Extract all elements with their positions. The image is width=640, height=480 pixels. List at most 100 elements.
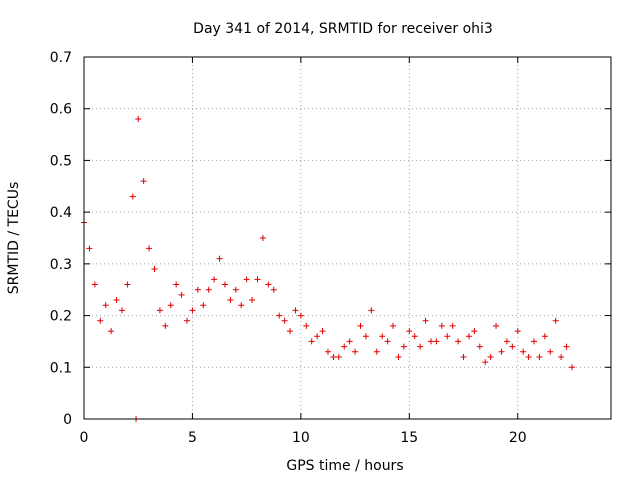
- data-point: [531, 338, 538, 345]
- data-point: [118, 307, 125, 314]
- y-tick-label: 0.6: [50, 102, 72, 118]
- data-point: [449, 322, 456, 329]
- data-point: [373, 348, 380, 355]
- y-tick-label: 0.5: [50, 153, 72, 169]
- data-point: [503, 338, 510, 345]
- data-point: [254, 276, 261, 283]
- y-axis-label: SRMTID / TECUs: [6, 182, 22, 295]
- data-point: [509, 343, 516, 350]
- data-point: [330, 353, 337, 360]
- data-point: [211, 276, 218, 283]
- data-point: [498, 348, 505, 355]
- data-point: [319, 328, 326, 335]
- x-tick-label: 10: [292, 430, 310, 446]
- data-point: [151, 266, 158, 273]
- data-point: [200, 302, 207, 309]
- data-point: [173, 281, 180, 288]
- data-point: [552, 317, 559, 324]
- data-point: [493, 322, 500, 329]
- data-point: [514, 328, 521, 335]
- data-point: [140, 178, 147, 185]
- data-point: [357, 322, 364, 329]
- y-tick-label: 0: [63, 412, 72, 428]
- data-point: [368, 307, 375, 314]
- data-point: [108, 328, 115, 335]
- data-point: [162, 322, 169, 329]
- data-point: [536, 353, 543, 360]
- data-point: [362, 333, 369, 340]
- x-tick-label: 0: [80, 430, 89, 446]
- data-point: [324, 348, 331, 355]
- data-point: [395, 353, 402, 360]
- y-tick-label: 0.4: [50, 205, 72, 221]
- data-point: [124, 281, 131, 288]
- data-point: [411, 333, 418, 340]
- data-point: [91, 281, 98, 288]
- data-point: [113, 297, 120, 304]
- data-point: [249, 297, 256, 304]
- data-point: [417, 343, 424, 350]
- y-tick-label: 0.7: [50, 50, 72, 66]
- data-point: [146, 245, 153, 252]
- data-point: [482, 359, 489, 366]
- chart-title: Day 341 of 2014, SRMTID for receiver ohi…: [193, 21, 493, 37]
- data-point: [270, 286, 277, 293]
- x-tick-label: 20: [509, 430, 527, 446]
- x-axis-label: GPS time / hours: [286, 458, 403, 474]
- data-point: [455, 338, 462, 345]
- data-point: [547, 348, 554, 355]
- y-tick-label: 0.3: [50, 257, 72, 273]
- data-point: [525, 353, 532, 360]
- data-point: [265, 281, 272, 288]
- data-point: [341, 343, 348, 350]
- data-point: [308, 338, 315, 345]
- data-point: [465, 333, 472, 340]
- data-point: [238, 302, 245, 309]
- data-point: [287, 328, 294, 335]
- data-point: [292, 307, 299, 314]
- data-point: [156, 307, 163, 314]
- data-point: [205, 286, 212, 293]
- data-point: [243, 276, 250, 283]
- data-point: [178, 291, 185, 298]
- x-tick-label: 15: [400, 430, 418, 446]
- data-point: [476, 343, 483, 350]
- plot-frame: [83, 56, 612, 420]
- data-point: [422, 317, 429, 324]
- data-point: [568, 364, 575, 371]
- data-point: [189, 307, 196, 314]
- data-point: [135, 116, 142, 123]
- data-point: [97, 317, 104, 324]
- data-point: [471, 328, 478, 335]
- data-point: [563, 343, 570, 350]
- axis-ticks: [83, 56, 611, 420]
- data-point: [433, 338, 440, 345]
- data-point: [227, 297, 234, 304]
- data-point: [384, 338, 391, 345]
- data-point: [303, 322, 310, 329]
- data-point: [335, 353, 342, 360]
- data-point: [259, 235, 266, 241]
- data-point: [444, 333, 451, 340]
- data-point: [379, 333, 386, 340]
- data-point: [86, 245, 93, 252]
- data-point: [221, 281, 228, 288]
- data-point: [558, 353, 565, 360]
- data-point: [460, 353, 467, 360]
- data-point: [167, 302, 174, 309]
- data-point: [352, 348, 359, 355]
- data-point: [541, 333, 548, 340]
- data-point: [281, 317, 288, 324]
- data-point: [346, 338, 353, 345]
- data-point: [427, 338, 434, 345]
- data-points: [81, 116, 575, 422]
- y-tick-label: 0.1: [50, 360, 72, 376]
- data-point: [276, 312, 283, 319]
- data-point: [438, 322, 445, 329]
- grid: [84, 57, 611, 419]
- data-point: [129, 193, 136, 200]
- y-tick-label: 0.2: [50, 309, 72, 325]
- tick-labels: 0 0.1 0.2 0.3 0.4 0.5 0.6 0.7 0 5 10 15 20: [50, 50, 527, 446]
- data-point: [194, 286, 201, 293]
